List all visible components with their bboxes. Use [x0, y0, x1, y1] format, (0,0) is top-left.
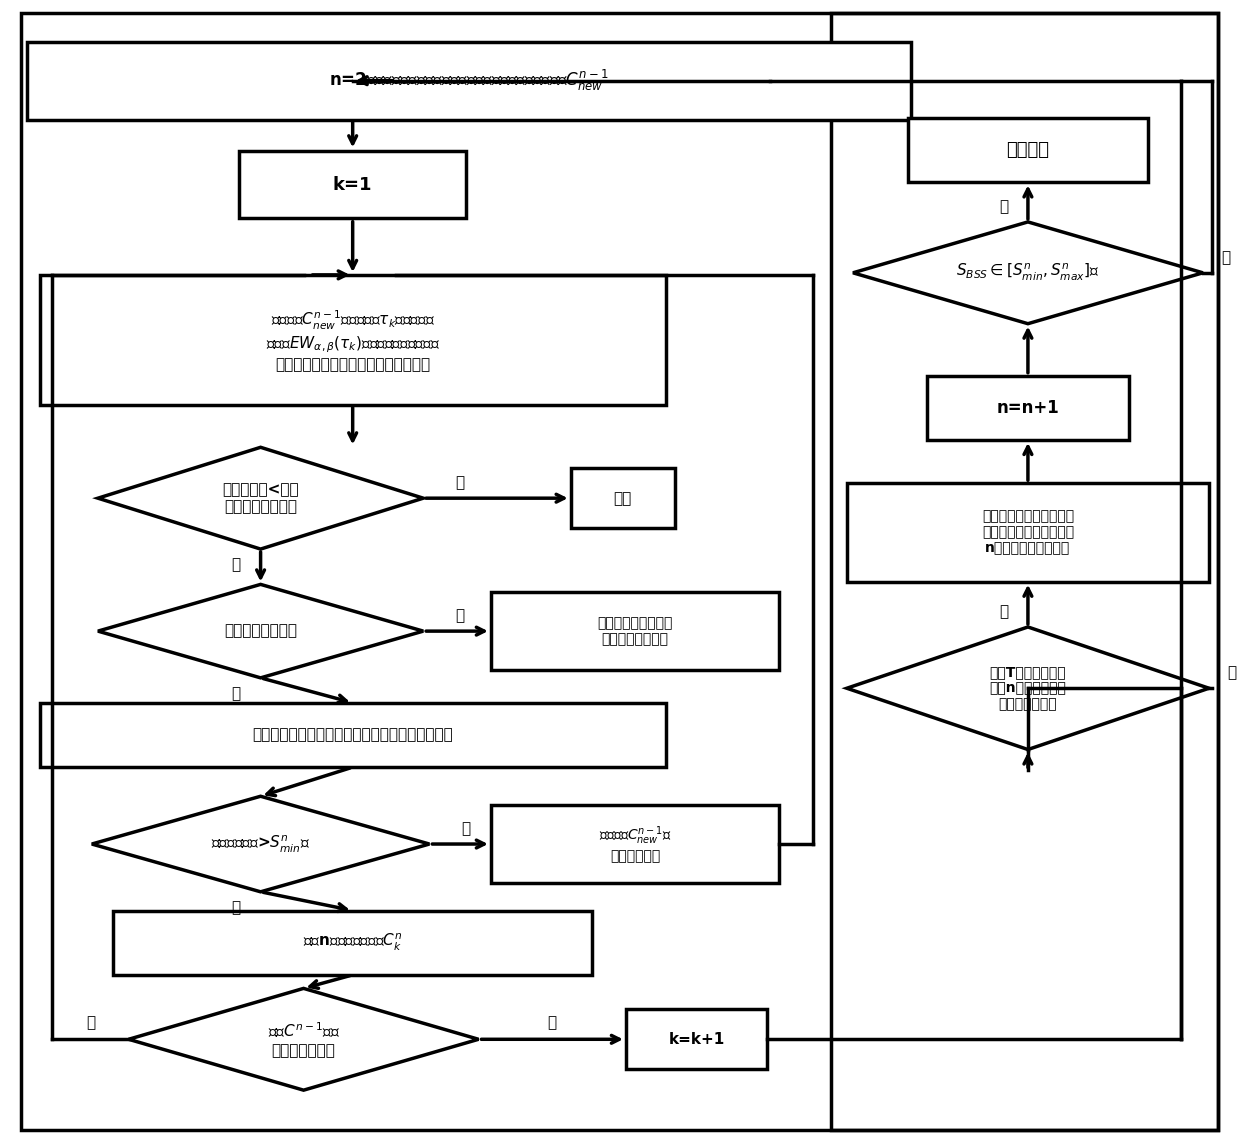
Bar: [113, 910, 591, 975]
Polygon shape: [847, 627, 1209, 750]
Bar: [926, 375, 1130, 440]
Text: 是: 是: [998, 604, 1008, 619]
Text: 替换集合$C_{new}^{n-1}$中
被聚类的节点: 替换集合$C_{new}^{n-1}$中 被聚类的节点: [599, 824, 671, 863]
Text: 否: 否: [548, 1015, 557, 1030]
Text: 是: 是: [232, 900, 241, 915]
Bar: [40, 703, 666, 767]
Text: 互平衡强度<平均
值的互补枝节点？: 互平衡强度<平均 值的互补枝节点？: [222, 482, 299, 514]
Polygon shape: [92, 797, 429, 892]
Text: n=n+1: n=n+1: [997, 398, 1059, 417]
Text: 是否有节点相交？: 是否有节点相交？: [224, 623, 298, 638]
Text: k=1: k=1: [332, 176, 372, 194]
Text: 是: 是: [998, 199, 1008, 214]
Polygon shape: [129, 988, 479, 1091]
Text: 否: 否: [1228, 665, 1236, 680]
Text: 计算集合$C_{new}^{n-1}$中枝节点在$\tau_k$时段的互平
衡强度$EW_{\alpha,\beta}(\tau_k)$，找出每个枝节点对应
的: 计算集合$C_{new}^{n-1}$中枝节点在$\tau_k$时段的互平 衡强…: [265, 309, 440, 372]
Text: k=k+1: k=k+1: [668, 1032, 724, 1047]
Bar: [40, 276, 666, 405]
Text: 聚类结束: 聚类结束: [1007, 141, 1049, 160]
Text: 集合$C^{n-1}$中是
否有剩余节点？: 集合$C^{n-1}$中是 否有剩余节点？: [268, 1021, 340, 1057]
Bar: [491, 805, 779, 883]
Bar: [626, 1009, 768, 1070]
Text: 是: 是: [455, 608, 465, 623]
Polygon shape: [98, 584, 423, 677]
Text: 去除: 去除: [614, 490, 632, 505]
Text: n=2，将聚类融合后的叶子级调度区域作为枝节点放入集合$C_{new}^{n-1}$: n=2，将聚类融合后的叶子级调度区域作为枝节点放入集合$C_{new}^{n-1…: [330, 68, 609, 93]
Text: 是: 是: [87, 1015, 95, 1030]
Bar: [832, 13, 1218, 1130]
Text: 采用周转率杠杆共协矩阵
聚类融合算法生成最终的
n级调度区域聚类结果: 采用周转率杠杆共协矩阵 聚类融合算法生成最终的 n级调度区域聚类结果: [982, 510, 1074, 556]
Bar: [847, 483, 1209, 582]
Text: 剩余互补枝节点成为新的枝节点并计算其区域面积: 剩余互补枝节点成为新的枝节点并计算其区域面积: [252, 728, 453, 743]
Text: 是: 是: [455, 475, 465, 490]
Bar: [239, 150, 466, 218]
Text: $S_{BSS}\in[S_{min}^n,S_{max}^n]$？: $S_{BSS}\in[S_{min}^n,S_{max}^n]$？: [956, 262, 1100, 284]
Bar: [570, 468, 675, 528]
Text: 放入n级调度区域集合$C_k^n$: 放入n级调度区域集合$C_k^n$: [303, 932, 403, 953]
Text: 周期T内最后一个时
段的n级自平衡区域
聚类是否完成？: 周期T内最后一个时 段的n级自平衡区域 聚类是否完成？: [990, 665, 1066, 712]
Text: 否: 否: [232, 557, 241, 572]
Polygon shape: [853, 222, 1203, 324]
Polygon shape: [98, 448, 423, 549]
Text: 否: 否: [1221, 250, 1230, 265]
Text: 新枝节点面积>$S_{min}^n$？: 新枝节点面积>$S_{min}^n$？: [211, 833, 310, 854]
Text: 去除其中互平衡强度
较小的互补枝节点: 去除其中互平衡强度 较小的互补枝节点: [598, 616, 673, 646]
Bar: [27, 41, 911, 119]
Text: 否: 否: [461, 821, 471, 836]
Bar: [491, 592, 779, 670]
Bar: [908, 118, 1148, 183]
Text: 否: 否: [232, 687, 241, 701]
